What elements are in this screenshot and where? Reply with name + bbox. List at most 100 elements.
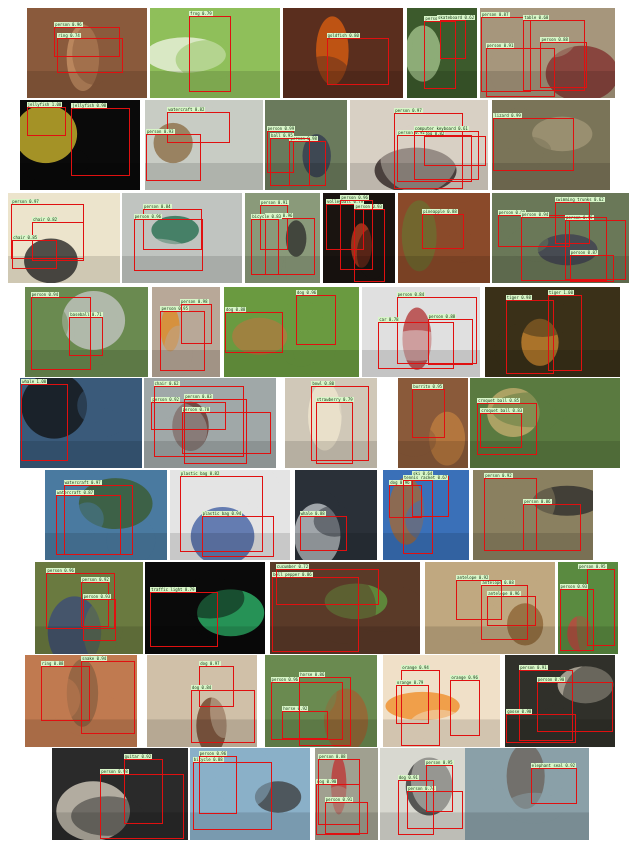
detection-label: person 0.95 — [578, 564, 607, 570]
detection-box — [146, 133, 201, 182]
photo-tile: person 0.92 person 0.86 — [473, 470, 593, 560]
detection-label: person 0.92 — [397, 130, 426, 136]
photo-tile: person 0.84 person 0.96 — [122, 193, 242, 283]
detection-box — [71, 108, 131, 177]
photo-image — [25, 287, 148, 377]
detection-box — [401, 669, 441, 746]
photo-tile: person 0.98 guitar 0.92 — [52, 748, 188, 840]
detection-label: baseball 0.71 — [69, 311, 103, 317]
detection-box — [270, 138, 311, 187]
detection-label: person 0.93 — [354, 204, 383, 210]
photo-image — [45, 470, 167, 560]
photo-tile: person 0.97 dog 0.82 person 0.92 computer k… — [350, 100, 488, 190]
detection-label: chair 0.85 — [12, 235, 39, 241]
detection-box — [167, 111, 230, 143]
detection-label: tiger 1.00 — [547, 290, 574, 296]
detection-box — [378, 321, 454, 370]
photo-tile: elephant seal 0.92 — [465, 748, 589, 840]
photo-image — [224, 287, 359, 377]
detection-label: person 0.74 — [407, 785, 436, 791]
detection-label: ski 0.64 — [412, 471, 434, 477]
photo-tile: person 0.78 person 0.92 person 0.83 chair 0… — [144, 378, 276, 468]
detection-label: person 0.93 — [146, 128, 175, 134]
photo-tile: person 0.96 ring 0.74 — [27, 8, 147, 98]
detection-box — [505, 300, 555, 375]
detection-label: traffic light 0.79 — [150, 587, 196, 593]
detection-label: watercraft 0.82 — [167, 106, 206, 112]
detection-label: cucumber 0.72 — [275, 563, 310, 569]
detection-box — [57, 37, 124, 73]
photo-tile: bicycle 0.88 person 0.96 — [190, 748, 310, 840]
detection-box — [30, 296, 91, 371]
photo-tile: dog 0.96 dog 0.88 — [224, 287, 359, 377]
photo-tile: burrito 0.95 — [398, 378, 468, 468]
detection-label: snake 0.94 — [81, 656, 108, 662]
detection-label: person 0.96 — [133, 214, 163, 220]
detection-box — [31, 221, 85, 262]
detection-box — [179, 476, 263, 553]
detection-label: horse 0.86 — [299, 671, 326, 677]
detection-label: person 0.97 — [394, 107, 423, 113]
detection-box — [481, 17, 531, 92]
detection-box — [153, 386, 244, 458]
photo-tile: tiger 1.00 tiger 0.98 — [485, 287, 620, 377]
detection-box — [266, 131, 294, 174]
detection-box — [311, 385, 369, 462]
detection-label: person 0.91 — [485, 43, 515, 49]
detection-box — [554, 201, 590, 244]
photo-image — [145, 100, 263, 190]
photo-image — [52, 748, 188, 840]
photo-tile: antelope 0.96 antelope 0.88 antelope 0.92 — [425, 562, 555, 654]
detection-box — [123, 758, 164, 824]
detection-label: antelope 0.92 — [456, 574, 490, 580]
photo-tile: dog 0.97 dog 0.84 — [147, 655, 257, 747]
detection-label: person 0.95 — [160, 305, 189, 311]
photo-image — [492, 193, 629, 283]
detection-label: guitar 0.92 — [123, 753, 153, 759]
detection-box — [180, 304, 212, 344]
detection-box — [402, 480, 434, 554]
detection-label: tiger 0.98 — [505, 295, 532, 301]
detection-label: person 0.88 — [427, 314, 457, 320]
photo-image — [470, 378, 620, 468]
detection-box — [427, 319, 474, 366]
photo-tile: person 0.89 person 0.95 person 0.87 person … — [492, 193, 629, 283]
detection-label: person 0.84 — [396, 291, 426, 297]
detection-label: bicycle 0.83 — [251, 213, 283, 219]
detection-label: person 0.99 — [266, 126, 296, 132]
detection-box — [299, 676, 352, 746]
detection-label: orange 0.94 — [401, 664, 430, 670]
photo-image — [407, 8, 477, 98]
photo-image — [383, 470, 469, 560]
detection-box — [480, 412, 523, 448]
detection-label: watercraft 0.87 — [55, 490, 95, 496]
detection-box — [450, 679, 480, 737]
photo-tile: person 0.88 person 0.87 person 0.91 table 0… — [480, 8, 615, 98]
detection-label: antelope 0.96 — [487, 590, 521, 596]
detection-box — [493, 118, 574, 171]
photo-image — [20, 378, 142, 468]
detection-label: burrito 0.95 — [412, 384, 444, 390]
photo-image — [398, 193, 490, 283]
detection-box — [318, 758, 360, 825]
photo-tile: bowl 0.80 strawberry 0.79 — [285, 378, 377, 468]
detection-label: frog 0.79 — [189, 10, 213, 16]
detection-box — [82, 598, 117, 642]
photo-image — [265, 655, 377, 747]
photo-tile: baseball 0.71 person 0.94 — [25, 287, 148, 377]
detection-label: croquet ball 0.85 — [477, 398, 521, 404]
detection-label: tennis racket 0.67 — [402, 475, 449, 481]
detection-box — [272, 577, 360, 653]
detection-label: plastic bag 0.94 — [201, 510, 243, 516]
detection-label: person 0.95 — [425, 759, 454, 765]
detection-box — [46, 572, 116, 630]
detection-box — [506, 714, 576, 744]
detection-label: skateboard 0.62 — [437, 14, 476, 20]
photo-tile: jellyfish 1.00 jellyfish 0.98 — [20, 100, 140, 190]
photo-tile: whale 1.00 — [20, 378, 142, 468]
detection-label: goldfish 0.80 — [326, 33, 360, 39]
detection-label: computer keyboard 0.61 — [413, 126, 469, 132]
detection-label: strawberry 0.79 — [315, 397, 354, 403]
detection-label: dog 0.91 — [397, 774, 419, 780]
